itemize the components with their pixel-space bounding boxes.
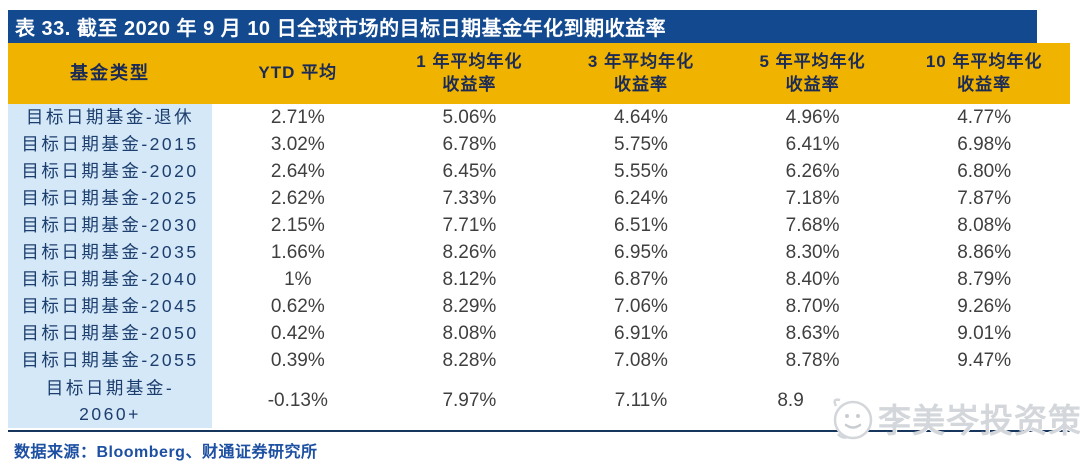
- return-10y-cell: [898, 374, 1070, 428]
- header-fund-type: 基金类型: [70, 63, 150, 84]
- return-10y-cell: 9.26%: [898, 293, 1070, 320]
- return-5y-cell: 8.70%: [726, 293, 899, 320]
- return-1y-cell: 8.12%: [383, 266, 556, 293]
- fund-type-cell: 目标日期基金-2055: [8, 347, 212, 374]
- table-row: 目标日期基金-2035 1.66% 8.26% 6.95% 8.30% 8.86…: [8, 239, 1070, 266]
- ytd-value-cell: 3.02%: [212, 131, 384, 158]
- header-10y-annualized-return: 10 年平均年化 收益率: [925, 51, 1043, 94]
- return-3y-cell: 7.11%: [555, 374, 727, 428]
- return-3y-cell: 5.75%: [555, 131, 727, 158]
- table-row: 目标日期基金-2015 3.02% 6.78% 5.75% 6.41% 6.98…: [8, 131, 1070, 158]
- return-10y-cell: 8.79%: [898, 266, 1070, 293]
- return-1y-cell: 8.26%: [383, 239, 556, 266]
- table-header-row: 基金类型 YTD 平均 1 年平均年化 收益率 3 年平均年化 收益率 5 年平…: [8, 43, 1070, 104]
- fund-type-cell: 目标日期基金-退休: [8, 104, 212, 131]
- fund-type-cell: 目标日期基金- 2060+: [8, 374, 212, 428]
- ytd-value-cell: 1.66%: [212, 239, 384, 266]
- ytd-value-cell: 1%: [212, 266, 384, 293]
- table-row: 目标日期基金-2055 0.39% 8.28% 7.08% 8.78% 9.47…: [8, 347, 1070, 374]
- return-5y-cell: 7.68%: [726, 212, 899, 239]
- return-1y-cell: 7.97%: [383, 374, 556, 428]
- return-5y-partial-value: 8.9: [777, 390, 804, 411]
- ytd-value-cell: 2.62%: [212, 185, 384, 212]
- ytd-value-cell: 2.15%: [212, 212, 384, 239]
- header-3y-annualized-return: 3 年平均年化 收益率: [587, 51, 695, 94]
- fund-type-cell: 目标日期基金-2020: [8, 158, 212, 185]
- return-1y-cell: 7.71%: [383, 212, 556, 239]
- ytd-value-cell: -0.13%: [212, 374, 384, 428]
- table-title: 表 33. 截至 2020 年 9 月 10 日全球市场的目标日期基金年化到期收…: [15, 18, 667, 40]
- ytd-value-cell: 0.39%: [212, 347, 384, 374]
- header-5y-annualized-return: 5 年平均年化 收益率: [759, 51, 866, 94]
- return-3y-cell: 7.06%: [555, 293, 727, 320]
- table-row: 目标日期基金-退休 2.71% 5.06% 4.64% 4.96% 4.77%: [8, 104, 1070, 131]
- return-5y-cell: 6.26%: [726, 158, 899, 185]
- return-3y-cell: 5.55%: [555, 158, 727, 185]
- return-3y-cell: 7.08%: [555, 347, 727, 374]
- footer-divider-line: [8, 430, 1070, 432]
- return-10y-cell: 7.87%: [898, 185, 1070, 212]
- return-10y-cell: 9.01%: [898, 320, 1070, 347]
- return-5y-cell: 7.18%: [726, 185, 899, 212]
- return-1y-cell: 6.45%: [383, 158, 556, 185]
- table-row: 目标日期基金-2020 2.64% 6.45% 5.55% 6.26% 6.80…: [8, 158, 1070, 185]
- return-1y-cell: 5.06%: [383, 104, 556, 131]
- return-5y-cell: 8.9: [726, 374, 899, 428]
- return-10y-cell: 4.77%: [898, 104, 1070, 131]
- fund-type-cell: 目标日期基金-2025: [8, 185, 212, 212]
- return-10y-cell: 9.47%: [898, 347, 1070, 374]
- return-1y-cell: 6.78%: [383, 131, 556, 158]
- return-3y-cell: 4.64%: [555, 104, 727, 131]
- ytd-value-cell: 2.71%: [212, 104, 384, 131]
- table-row: 目标日期基金-2050 0.42% 8.08% 6.91% 8.63% 9.01…: [8, 320, 1070, 347]
- data-source-note: 数据来源：Bloomberg、财通证券研究所: [14, 444, 318, 461]
- fund-type-cell: 目标日期基金-2030: [8, 212, 212, 239]
- fund-type-cell: 目标日期基金-2050: [8, 320, 212, 347]
- return-3y-cell: 6.24%: [555, 185, 727, 212]
- return-3y-cell: 6.95%: [555, 239, 727, 266]
- return-1y-cell: 8.29%: [383, 293, 556, 320]
- return-10y-cell: 6.80%: [898, 158, 1070, 185]
- table-title-bar: 表 33. 截至 2020 年 9 月 10 日全球市场的目标日期基金年化到期收…: [8, 10, 1037, 43]
- return-3y-cell: 6.87%: [555, 266, 727, 293]
- return-10y-cell: 8.86%: [898, 239, 1070, 266]
- ytd-value-cell: 0.42%: [212, 320, 384, 347]
- fund-type-cell: 目标日期基金-2045: [8, 293, 212, 320]
- return-3y-cell: 6.91%: [555, 320, 727, 347]
- return-10y-cell: 8.08%: [898, 212, 1070, 239]
- return-1y-cell: 7.33%: [383, 185, 556, 212]
- return-5y-cell: 8.63%: [726, 320, 899, 347]
- table-row: 目标日期基金-2040 1% 8.12% 6.87% 8.40% 8.79%: [8, 266, 1070, 293]
- header-1y-annualized-return: 1 年平均年化 收益率: [416, 51, 523, 94]
- table-row: 目标日期基金-2025 2.62% 7.33% 6.24% 7.18% 7.87…: [8, 185, 1070, 212]
- ytd-value-cell: 2.64%: [212, 158, 384, 185]
- table-row: 目标日期基金- 2060+ -0.13% 7.97% 7.11% 8.9: [8, 374, 1070, 428]
- table-row: 目标日期基金-2030 2.15% 7.71% 6.51% 7.68% 8.08…: [8, 212, 1070, 239]
- return-3y-cell: 6.51%: [555, 212, 727, 239]
- return-5y-cell: 6.41%: [726, 131, 899, 158]
- header-ytd-average: YTD 平均: [258, 63, 338, 83]
- ytd-value-cell: 0.62%: [212, 293, 384, 320]
- return-1y-cell: 8.28%: [383, 347, 556, 374]
- return-1y-cell: 8.08%: [383, 320, 556, 347]
- fund-type-cell: 目标日期基金-2040: [8, 266, 212, 293]
- return-10y-cell: 6.98%: [898, 131, 1070, 158]
- return-5y-cell: 4.96%: [726, 104, 899, 131]
- return-5y-cell: 8.78%: [726, 347, 899, 374]
- table-body: 目标日期基金-退休 2.71% 5.06% 4.64% 4.96% 4.77% …: [8, 104, 1070, 428]
- fund-type-cell: 目标日期基金-2015: [8, 131, 212, 158]
- return-5y-cell: 8.30%: [726, 239, 899, 266]
- table-row: 目标日期基金-2045 0.62% 8.29% 7.06% 8.70% 9.26…: [8, 293, 1070, 320]
- return-5y-cell: 8.40%: [726, 266, 899, 293]
- fund-type-cell: 目标日期基金-2035: [8, 239, 212, 266]
